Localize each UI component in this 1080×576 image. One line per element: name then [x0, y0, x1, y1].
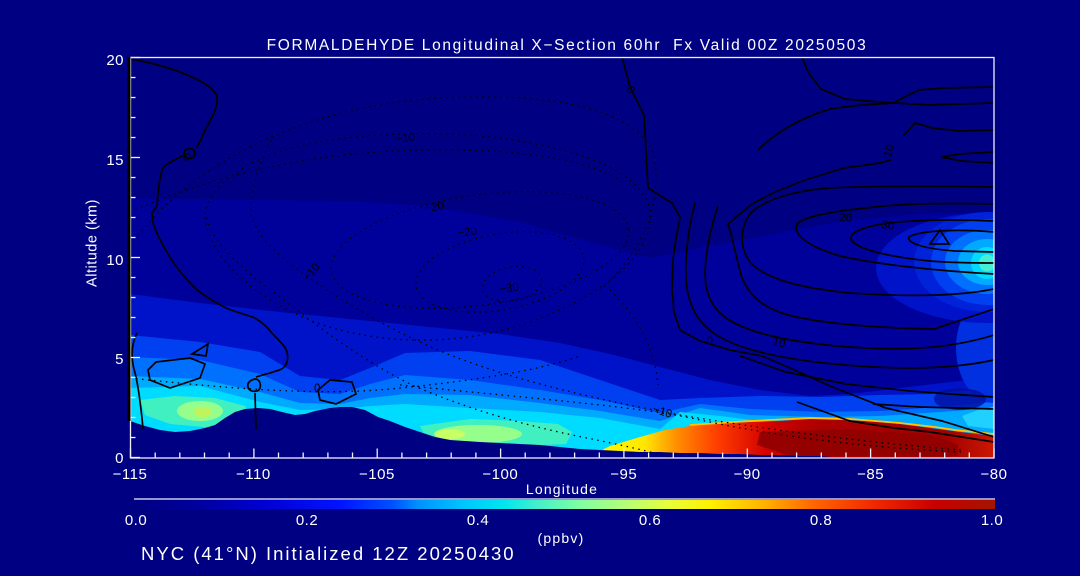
svg-text:Altitude (km): Altitude (km) — [85, 199, 101, 287]
svg-text:−20: −20 — [457, 225, 478, 240]
svg-text:−105: −105 — [359, 466, 395, 483]
svg-text:0: 0 — [314, 383, 320, 395]
svg-text:FORMALDEHYDE Longitudinal X−Se: FORMALDEHYDE Longitudinal X−Section 60hr… — [267, 37, 868, 54]
svg-text:−95: −95 — [610, 466, 637, 483]
svg-text:−85: −85 — [857, 466, 884, 483]
svg-text:0: 0 — [706, 335, 714, 348]
svg-text:NYC (41°N) Initialized 12Z 202: NYC (41°N) Initialized 12Z 20250430 — [141, 543, 516, 564]
svg-text:0.4: 0.4 — [467, 512, 489, 529]
svg-text:0: 0 — [623, 85, 636, 95]
svg-text:10: 10 — [882, 143, 897, 158]
svg-text:−90: −90 — [734, 466, 761, 483]
svg-text:−100: −100 — [482, 466, 518, 483]
svg-text:10: 10 — [771, 336, 786, 350]
svg-text:−20: −20 — [424, 200, 445, 215]
svg-text:−10: −10 — [651, 403, 673, 420]
svg-text:0.6: 0.6 — [639, 512, 661, 529]
svg-text:20: 20 — [839, 212, 853, 225]
svg-text:0.8: 0.8 — [810, 512, 832, 529]
svg-text:10: 10 — [106, 252, 124, 269]
svg-text:−30: −30 — [499, 281, 520, 296]
svg-text:−10: −10 — [395, 131, 416, 146]
svg-text:−110: −110 — [236, 466, 271, 483]
svg-text:5: 5 — [115, 351, 124, 368]
svg-text:(ppbv): (ppbv) — [538, 530, 585, 546]
svg-text:−115: −115 — [113, 466, 148, 483]
svg-text:Longitude: Longitude — [526, 481, 598, 497]
svg-text:−80: −80 — [981, 466, 1008, 483]
svg-text:0.0: 0.0 — [125, 512, 147, 529]
svg-text:20: 20 — [106, 52, 124, 69]
svg-text:30: 30 — [881, 219, 895, 233]
svg-text:0.2: 0.2 — [296, 512, 318, 529]
svg-text:15: 15 — [106, 152, 124, 169]
svg-text:1.0: 1.0 — [981, 512, 1003, 529]
svg-text:0: 0 — [115, 450, 124, 467]
